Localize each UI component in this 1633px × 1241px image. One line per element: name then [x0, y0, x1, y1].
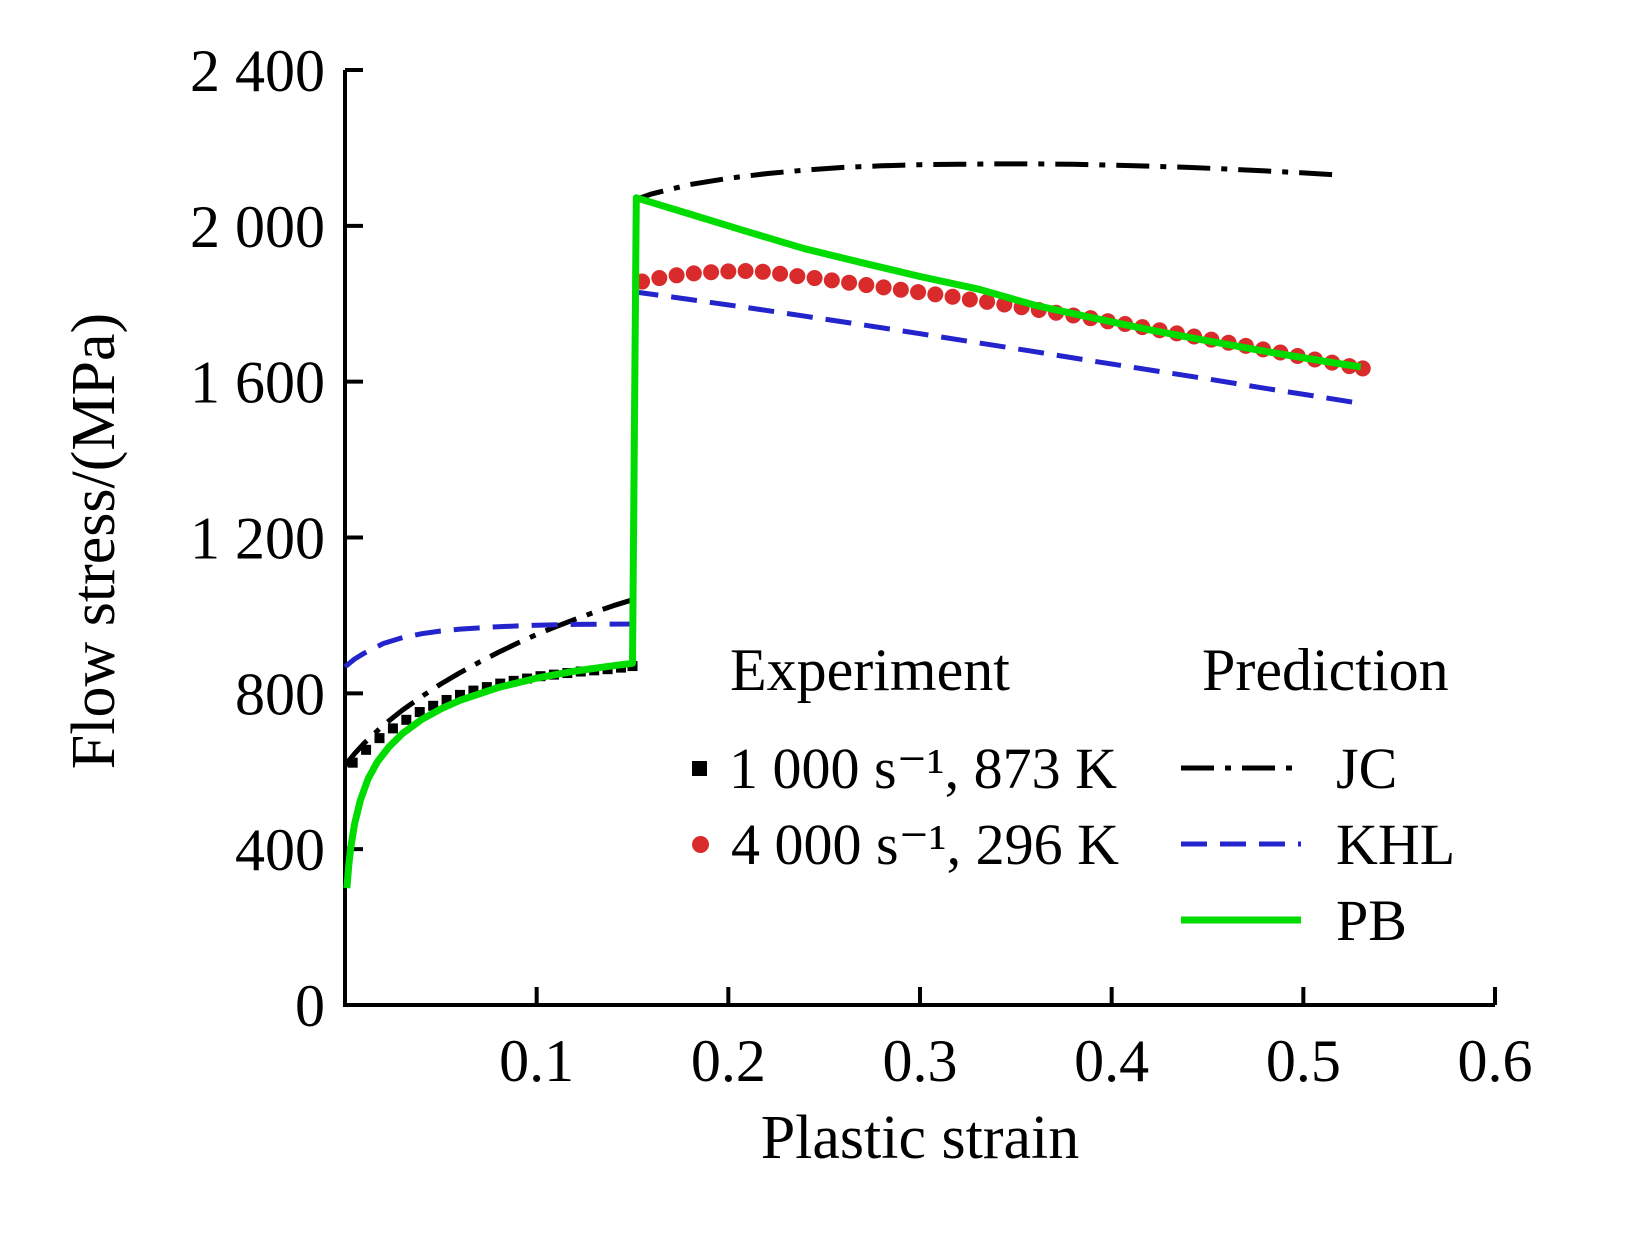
- legend-label-pb: PB: [1336, 887, 1407, 953]
- y-tick-label: 800: [235, 661, 325, 727]
- dashdot-line-sample-icon: [1181, 765, 1301, 771]
- series-exp_1000s_873K: [347, 661, 638, 768]
- legend-label-jc: JC: [1336, 735, 1398, 801]
- y-tick-label: 2 000: [190, 194, 325, 260]
- x-tick-label: 0.6: [1458, 1028, 1533, 1094]
- x-tick-label: 0.4: [1074, 1028, 1149, 1094]
- legend-experiment-heading: Experiment: [730, 637, 1010, 703]
- legend-item-pb: PB: [1148, 882, 1455, 958]
- solid-line-sample-icon: [1181, 916, 1301, 924]
- x-axis-title: Plastic strain: [760, 1104, 1080, 1172]
- legend-prediction: Prediction JC KHL PB: [1148, 636, 1455, 958]
- red-circle-marker-icon: [692, 835, 709, 853]
- series-JC: [343, 161, 1342, 767]
- legend-item-exp-1000s-873K: 1 000 s⁻¹, 873 K: [676, 730, 1119, 806]
- y-tick-label: 1 600: [190, 350, 325, 416]
- black-square-marker-icon: [692, 760, 707, 776]
- x-tick-label: 0.5: [1266, 1028, 1341, 1094]
- series-exp_4000s_296K: [634, 263, 1371, 377]
- legend-experiment: Experiment 1 000 s⁻¹, 873 K 4 000 s⁻¹, 2…: [676, 636, 1119, 882]
- y-tick-label: 1 200: [190, 506, 325, 572]
- y-tick-label: 0: [295, 973, 325, 1039]
- series-KHL: [343, 289, 1362, 669]
- y-tick-label: 400: [235, 817, 325, 883]
- y-axis-title: Flow stress/(MPa): [60, 312, 128, 770]
- legend-label-exp-1000s-873K: 1 000 s⁻¹, 873 K: [729, 736, 1117, 801]
- legend-prediction-heading: Prediction: [1202, 637, 1449, 703]
- x-tick-label: 0.3: [883, 1028, 958, 1094]
- legend-label-khl: KHL: [1336, 811, 1456, 877]
- dashed-line-sample-icon: [1181, 841, 1301, 847]
- y-tick-label: 2 400: [190, 38, 325, 104]
- legend-item-exp-4000s-296K: 4 000 s⁻¹, 296 K: [676, 806, 1119, 882]
- x-tick-label: 0.1: [499, 1028, 574, 1094]
- legend-item-khl: KHL: [1148, 806, 1455, 882]
- legend-label-exp-4000s-296K: 4 000 s⁻¹, 296 K: [731, 812, 1119, 877]
- x-tick-label: 0.2: [691, 1028, 766, 1094]
- series-PB: [343, 194, 1362, 889]
- legend-item-jc: JC: [1148, 730, 1455, 806]
